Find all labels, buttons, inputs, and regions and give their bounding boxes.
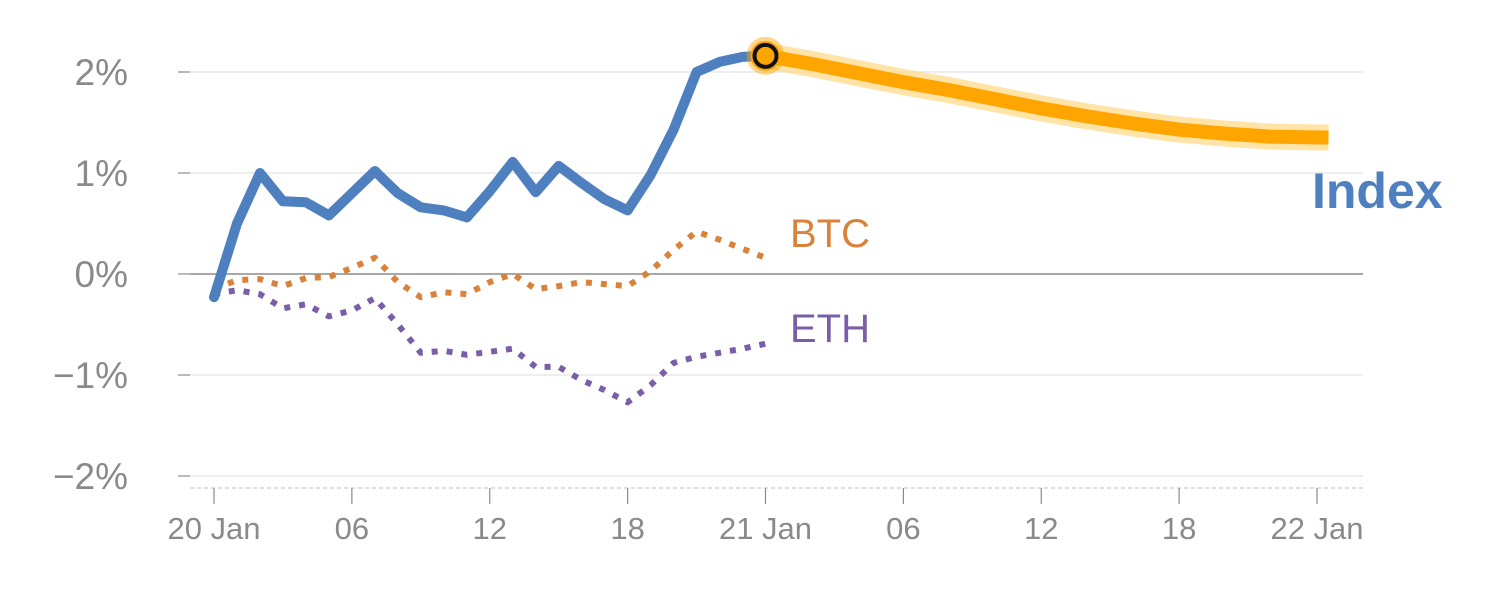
x-tick-label: 22 Jan	[1270, 511, 1363, 546]
series-line-btc	[212, 228, 767, 301]
series-label-eth: ETH	[790, 307, 870, 351]
grid-lines	[190, 71, 1363, 477]
current-point-marker	[746, 36, 785, 75]
series-label-btc: BTC	[790, 212, 870, 256]
series-line-index	[209, 50, 771, 303]
x-tick-label: 18	[610, 511, 644, 546]
forecast-line	[764, 48, 1329, 145]
x-tick-label: 12	[1024, 511, 1058, 546]
x-tick-label: 21 Jan	[719, 511, 812, 546]
y-tick-label: −2%	[53, 456, 128, 497]
x-tick-label: 20 Jan	[167, 511, 260, 546]
x-tick-label: 18	[1162, 511, 1196, 546]
y-axis: 2% 1% 0% −1% −2%	[53, 52, 190, 497]
y-tick-label: −1%	[53, 355, 128, 396]
x-tick-label: 06	[335, 511, 369, 546]
x-axis: 20 Jan 06 12 18 21 Jan 06 12 18 22 Jan	[167, 487, 1364, 546]
x-tick-label: 12	[473, 511, 507, 546]
y-tick-label: 2%	[75, 52, 128, 93]
series-label-index: Index	[1312, 163, 1443, 219]
series-labels: Index BTC ETH	[790, 163, 1443, 351]
y-tick-label: 1%	[75, 153, 128, 194]
series-line-eth	[213, 287, 767, 406]
series-lines	[209, 42, 1329, 406]
marker-dot	[752, 42, 779, 69]
y-tick-label: 0%	[75, 254, 128, 295]
x-tick-label: 06	[886, 511, 920, 546]
